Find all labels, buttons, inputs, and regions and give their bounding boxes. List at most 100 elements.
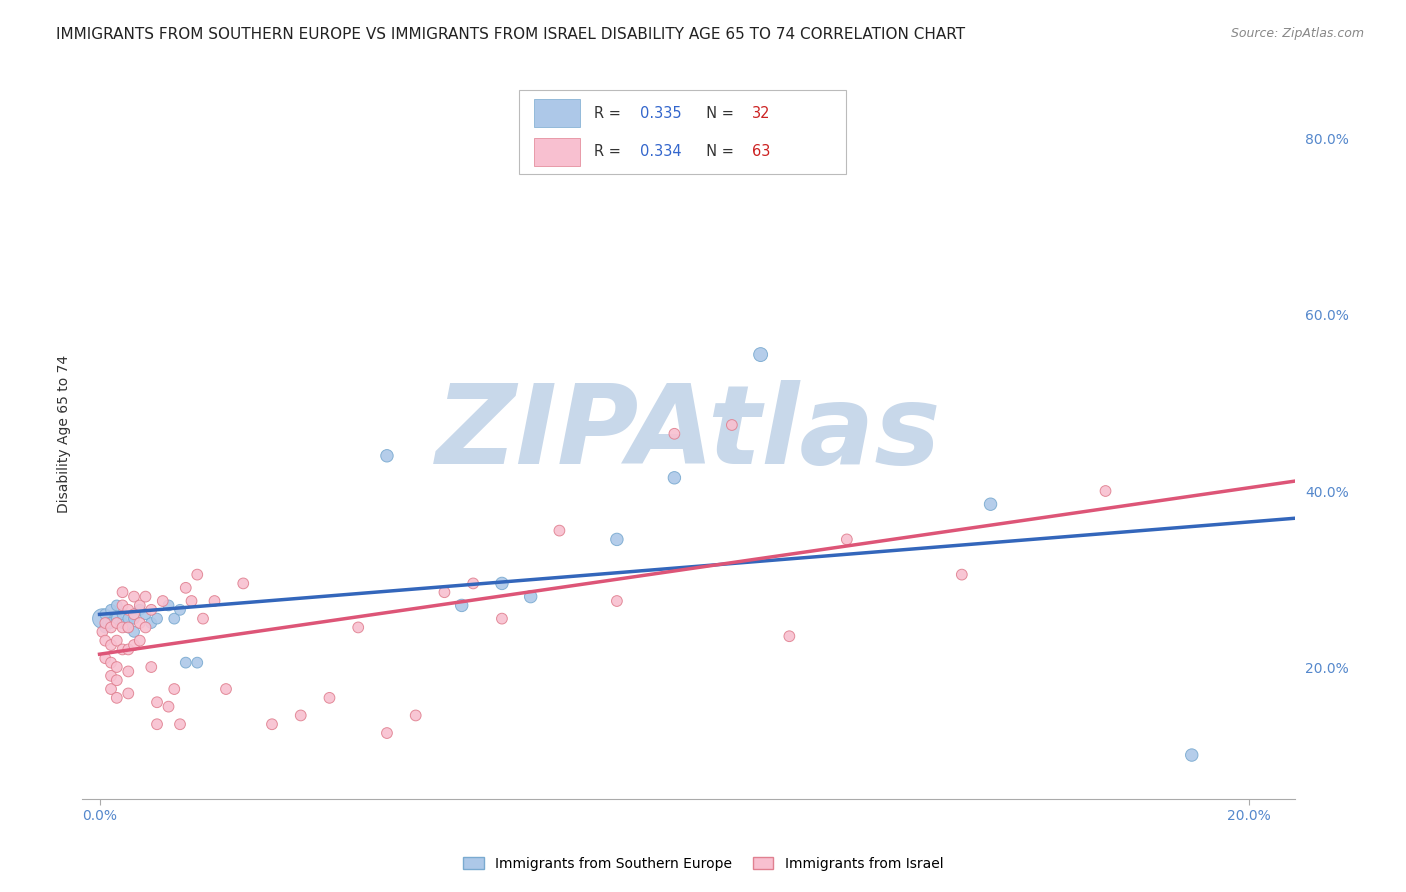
Point (433, 585, 456, 599)
Point (157, 699, 180, 714)
Point (664, 426, 686, 441)
Point (169, 717, 191, 731)
Text: IMMIGRANTS FROM SOUTHERN EUROPE VS IMMIGRANTS FROM ISRAEL DISABILITY AGE 65 TO 7: IMMIGRANTS FROM SOUTHERN EUROPE VS IMMIG… (56, 27, 966, 42)
Point (950, 567, 973, 582)
Point (128, 603, 150, 617)
Point (100, 620, 122, 634)
Point (152, 594, 174, 608)
Point (721, 417, 744, 432)
Text: ZIPAtlas: ZIPAtlas (436, 380, 942, 487)
Point (204, 594, 226, 608)
Point (117, 612, 139, 626)
Point (375, 449, 398, 463)
Point (232, 576, 254, 591)
Point (191, 612, 214, 626)
Point (163, 612, 186, 626)
FancyBboxPatch shape (519, 90, 846, 175)
Point (980, 497, 1002, 511)
Text: 63: 63 (752, 145, 770, 160)
Bar (533, 138, 579, 166)
Point (97, 615, 120, 630)
Point (117, 620, 139, 634)
Bar (533, 99, 579, 127)
Point (405, 708, 427, 723)
Point (146, 612, 169, 626)
Point (128, 615, 150, 630)
Point (141, 660, 163, 674)
Point (519, 590, 541, 604)
Point (111, 607, 134, 622)
Point (141, 603, 163, 617)
Point (135, 590, 157, 604)
Point (111, 585, 134, 599)
Point (128, 633, 150, 648)
Point (100, 638, 122, 652)
Point (135, 620, 157, 634)
Point (94, 651, 117, 665)
Point (450, 599, 472, 613)
Point (141, 615, 163, 630)
Text: N =: N = (697, 105, 738, 120)
Text: 32: 32 (752, 105, 770, 120)
Point (91, 624, 114, 639)
Point (122, 607, 145, 622)
Point (122, 638, 145, 652)
Point (146, 695, 169, 709)
Text: 0.334: 0.334 (640, 145, 682, 160)
Point (1094, 483, 1116, 498)
Point (135, 607, 157, 622)
Point (1181, 747, 1204, 762)
Point (491, 576, 513, 591)
Point (157, 599, 180, 613)
Point (778, 629, 800, 643)
Point (105, 633, 128, 648)
Text: N =: N = (697, 145, 738, 160)
Point (174, 656, 197, 670)
Point (117, 665, 139, 679)
Y-axis label: Disability Age 65 to 74: Disability Age 65 to 74 (58, 355, 72, 513)
Point (105, 673, 128, 688)
Point (94, 615, 117, 630)
Text: Source: ZipAtlas.com: Source: ZipAtlas.com (1230, 27, 1364, 40)
Point (463, 576, 485, 591)
Point (111, 620, 134, 634)
Point (128, 599, 150, 613)
Point (105, 615, 128, 630)
Point (186, 656, 208, 670)
Point (186, 567, 208, 582)
Point (749, 348, 772, 362)
Point (117, 642, 139, 657)
Point (215, 681, 238, 696)
Text: R =: R = (595, 145, 626, 160)
Point (169, 603, 191, 617)
Point (122, 612, 145, 626)
Point (122, 624, 145, 639)
Point (100, 615, 122, 630)
Point (835, 533, 858, 547)
Point (94, 633, 117, 648)
Point (491, 612, 513, 626)
Point (548, 524, 571, 538)
Point (606, 533, 628, 547)
Point (117, 603, 139, 617)
Point (111, 642, 134, 657)
Point (375, 726, 398, 740)
Point (100, 603, 122, 617)
Point (174, 581, 197, 595)
Point (122, 590, 145, 604)
Point (664, 471, 686, 485)
Point (94, 620, 117, 634)
Point (117, 620, 139, 634)
Legend: Immigrants from Southern Europe, Immigrants from Israel: Immigrants from Southern Europe, Immigra… (457, 851, 949, 876)
Text: R =: R = (595, 105, 626, 120)
Point (260, 717, 283, 731)
Point (111, 615, 134, 630)
Point (105, 660, 128, 674)
Point (105, 599, 128, 613)
Point (163, 681, 186, 696)
Point (105, 690, 128, 705)
Point (180, 594, 202, 608)
Point (347, 620, 370, 634)
Point (146, 717, 169, 731)
Point (111, 599, 134, 613)
